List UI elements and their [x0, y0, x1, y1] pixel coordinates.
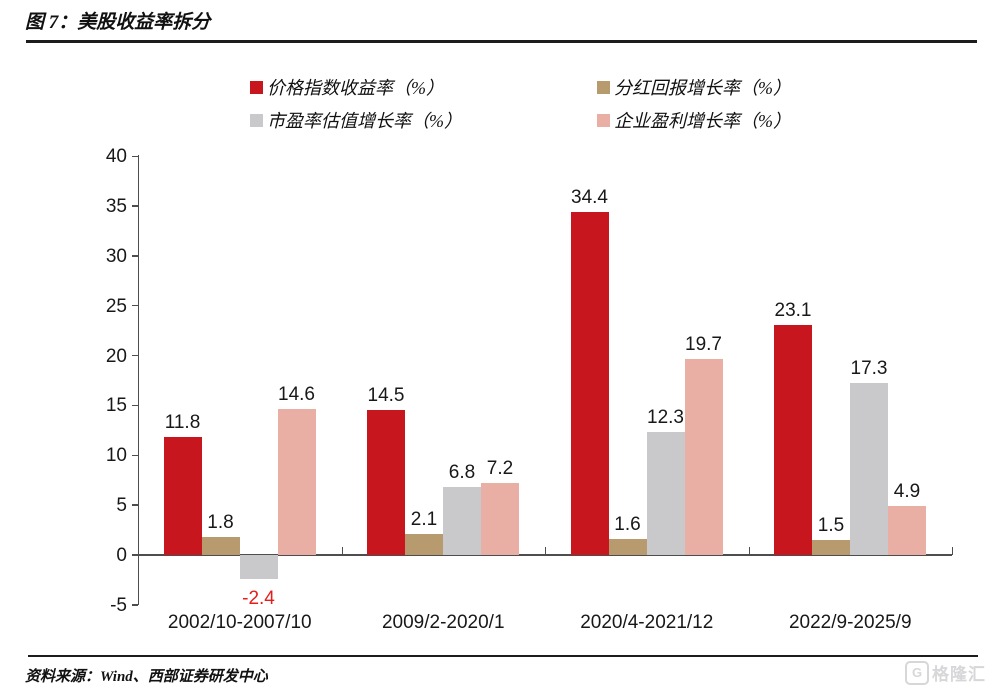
y-axis-label: 30 — [105, 245, 127, 267]
x-axis-label: 2009/2-2020/1 — [381, 612, 505, 633]
bar-value-label: -2.4 — [242, 587, 275, 609]
y-axis-line — [138, 155, 140, 605]
bar-value-label: 17.3 — [850, 357, 888, 379]
bar-value-label: 1.6 — [614, 514, 641, 536]
bar-value-label: 14.5 — [367, 385, 405, 407]
y-axis-label: 15 — [105, 395, 127, 417]
bar-value-label: 1.8 — [207, 512, 234, 534]
bar — [608, 539, 647, 555]
x-axis-tick — [545, 547, 547, 555]
legend-swatch-icon — [597, 113, 610, 127]
y-axis-label: 35 — [105, 196, 127, 218]
bar — [277, 409, 316, 555]
bar — [812, 540, 850, 555]
y-axis-tick — [132, 404, 138, 407]
legend-label: 分红回报增长率（%） — [614, 78, 791, 98]
gelonghui-logo-icon: G — [905, 660, 929, 685]
y-axis-tick — [132, 504, 138, 506]
legend-item: 价格指数收益率（%） — [250, 74, 444, 100]
y-axis-label: 20 — [105, 345, 127, 367]
y-axis-tick — [132, 205, 138, 207]
y-axis-tick — [132, 305, 138, 307]
title-divider — [26, 40, 977, 43]
x-axis-label: 2020/4-2021/12 — [580, 612, 714, 633]
bar — [646, 432, 685, 555]
legend-swatch-icon — [250, 80, 263, 94]
figure-title: 图 7：美股收益率拆分 — [25, 12, 211, 33]
bar — [367, 410, 405, 555]
bar-value-label: 4.9 — [893, 481, 921, 503]
y-axis-label: -5 — [110, 594, 127, 616]
bar — [684, 358, 723, 555]
bar-value-label: 34.4 — [571, 187, 608, 209]
bar-value-label: 23.1 — [774, 299, 812, 321]
legend-label: 市盈率估值增长率（%） — [267, 111, 462, 131]
bar — [774, 324, 812, 555]
y-axis-label: 5 — [116, 495, 127, 517]
bar — [570, 212, 609, 555]
bar-value-label: 2.1 — [410, 509, 438, 531]
legend-swatch-icon — [250, 113, 263, 127]
y-axis-tick — [132, 354, 138, 357]
x-axis-tick — [341, 547, 343, 555]
x-axis-label: 2022/9-2025/9 — [788, 612, 912, 633]
bar — [201, 537, 240, 555]
y-axis-tick — [132, 255, 138, 257]
bar-value-label: 19.7 — [685, 333, 722, 355]
legend-label: 企业盈利增长率（%） — [614, 111, 791, 131]
gelonghui-watermark: G 格隆汇 — [905, 660, 986, 685]
bar-value-label: 14.6 — [278, 384, 315, 406]
y-axis-tick — [132, 554, 138, 556]
bar — [443, 487, 481, 555]
bar — [405, 534, 443, 555]
legend-item: 企业盈利增长率（%） — [597, 107, 791, 133]
y-axis-label: 0 — [116, 545, 127, 566]
y-axis-tick — [132, 155, 138, 157]
y-axis-label: 25 — [105, 295, 127, 317]
footer-divider — [28, 655, 978, 657]
gelonghui-logo-text: 格隆汇 — [932, 665, 986, 684]
legend-item: 分红回报增长率（%） — [597, 74, 791, 100]
bar — [239, 555, 278, 579]
bar — [163, 437, 202, 555]
bar-value-label: 12.3 — [647, 407, 684, 429]
y-axis-label: 40 — [105, 146, 127, 168]
y-axis-label: 10 — [105, 445, 127, 467]
y-axis-tick — [132, 604, 138, 606]
x-axis-tick — [952, 547, 954, 555]
bar — [481, 483, 519, 555]
y-axis-tick — [132, 454, 138, 456]
legend-item: 市盈率估值增长率（%） — [250, 107, 462, 133]
bar — [888, 506, 926, 555]
x-axis-label: 2002/10-2007/10 — [167, 612, 312, 633]
legend-swatch-icon — [597, 80, 610, 94]
bar — [850, 382, 888, 555]
x-axis-line — [138, 554, 952, 556]
source-note: 资料来源：Wind、西部证券研发中心 — [25, 669, 268, 685]
legend-label: 价格指数收益率（%） — [267, 78, 444, 98]
bar-value-label: 11.8 — [164, 412, 201, 434]
bar-value-label: 1.5 — [817, 515, 845, 537]
x-axis-tick — [748, 547, 750, 555]
bar-value-label: 6.8 — [448, 462, 476, 484]
bar-value-label: 7.2 — [486, 458, 514, 480]
